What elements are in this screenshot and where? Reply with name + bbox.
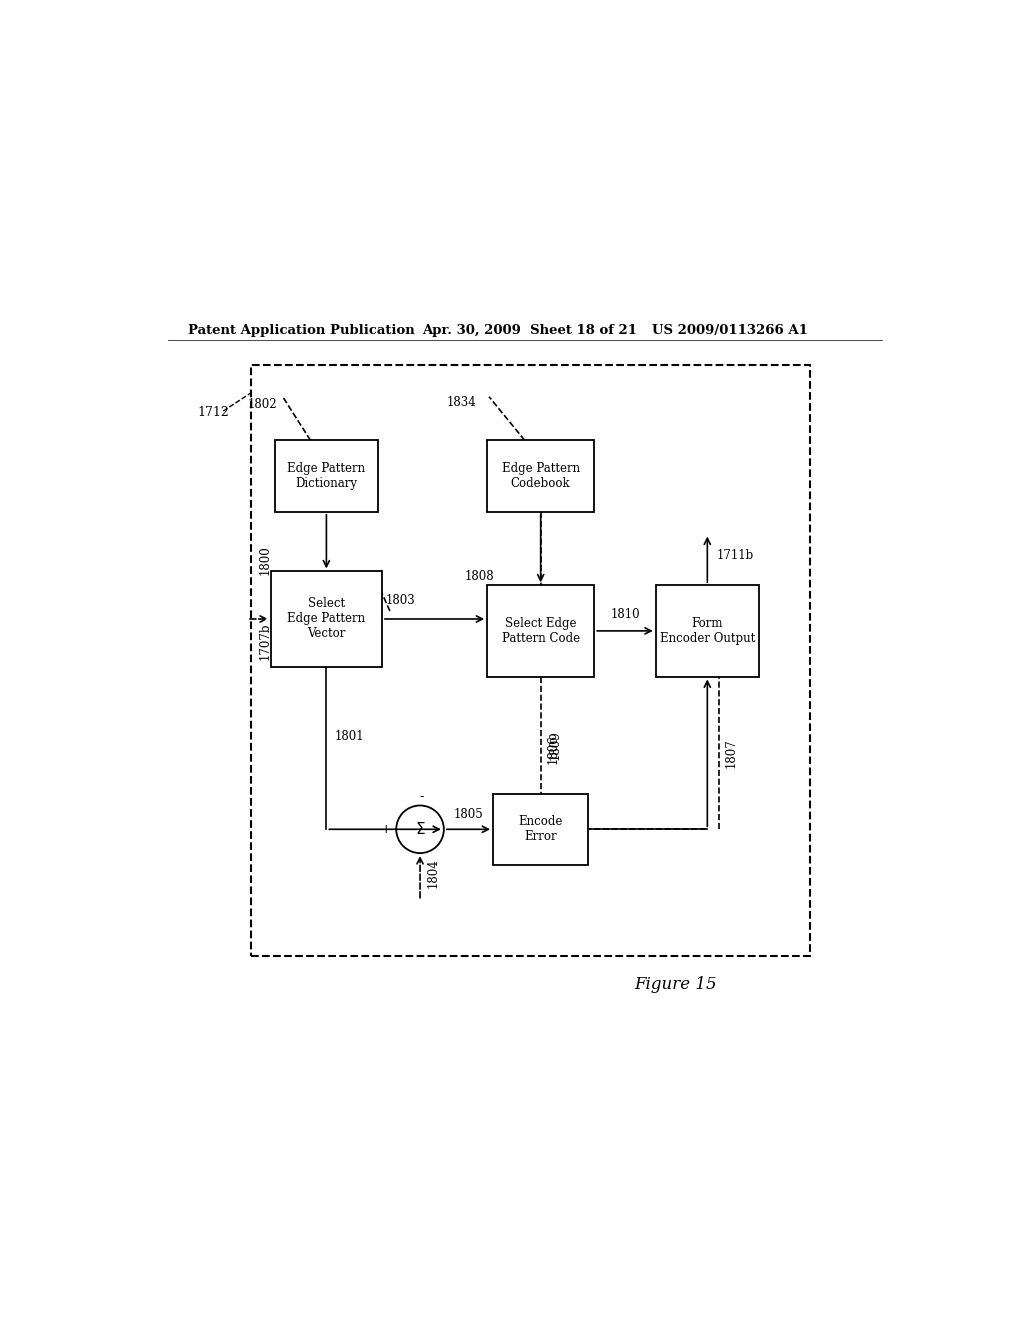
Text: 1805: 1805 <box>454 808 483 821</box>
Text: US 2009/0113266 A1: US 2009/0113266 A1 <box>652 323 808 337</box>
Text: 1809: 1809 <box>549 730 561 760</box>
Text: Form
Encoder Output: Form Encoder Output <box>659 616 755 645</box>
Text: Apr. 30, 2009  Sheet 18 of 21: Apr. 30, 2009 Sheet 18 of 21 <box>422 323 637 337</box>
Text: 1801: 1801 <box>334 730 364 743</box>
Text: 1810: 1810 <box>610 609 640 622</box>
Bar <box>655 585 759 677</box>
Text: 1800: 1800 <box>259 545 272 576</box>
Text: 1807: 1807 <box>725 738 737 768</box>
Text: Patent Application Publication: Patent Application Publication <box>187 323 415 337</box>
Circle shape <box>396 805 443 853</box>
Text: Edge Pattern
Codebook: Edge Pattern Codebook <box>502 462 580 490</box>
Text: Figure 15: Figure 15 <box>634 975 717 993</box>
Bar <box>494 793 589 865</box>
Bar <box>251 366 810 956</box>
Text: 1802: 1802 <box>248 399 278 412</box>
Text: 1711b: 1711b <box>717 549 754 561</box>
Bar <box>487 585 594 677</box>
Text: Select
Edge Pattern
Vector: Select Edge Pattern Vector <box>288 598 366 640</box>
Bar <box>487 441 594 512</box>
Text: 1712: 1712 <box>198 407 229 420</box>
Bar <box>274 441 378 512</box>
Text: 1803: 1803 <box>386 594 416 607</box>
Text: Edge Pattern
Dictionary: Edge Pattern Dictionary <box>288 462 366 490</box>
Text: 1707b: 1707b <box>259 623 272 660</box>
Text: -: - <box>420 791 424 803</box>
Text: 1804: 1804 <box>426 858 439 888</box>
Text: 1806: 1806 <box>547 734 560 764</box>
Text: 1834: 1834 <box>446 396 476 409</box>
Text: $\Sigma$: $\Sigma$ <box>415 821 425 837</box>
Text: +: + <box>381 822 391 836</box>
Text: Select Edge
Pattern Code: Select Edge Pattern Code <box>502 616 580 645</box>
Text: Encode
Error: Encode Error <box>518 816 563 843</box>
Bar <box>270 572 382 667</box>
Text: 1808: 1808 <box>465 570 495 583</box>
